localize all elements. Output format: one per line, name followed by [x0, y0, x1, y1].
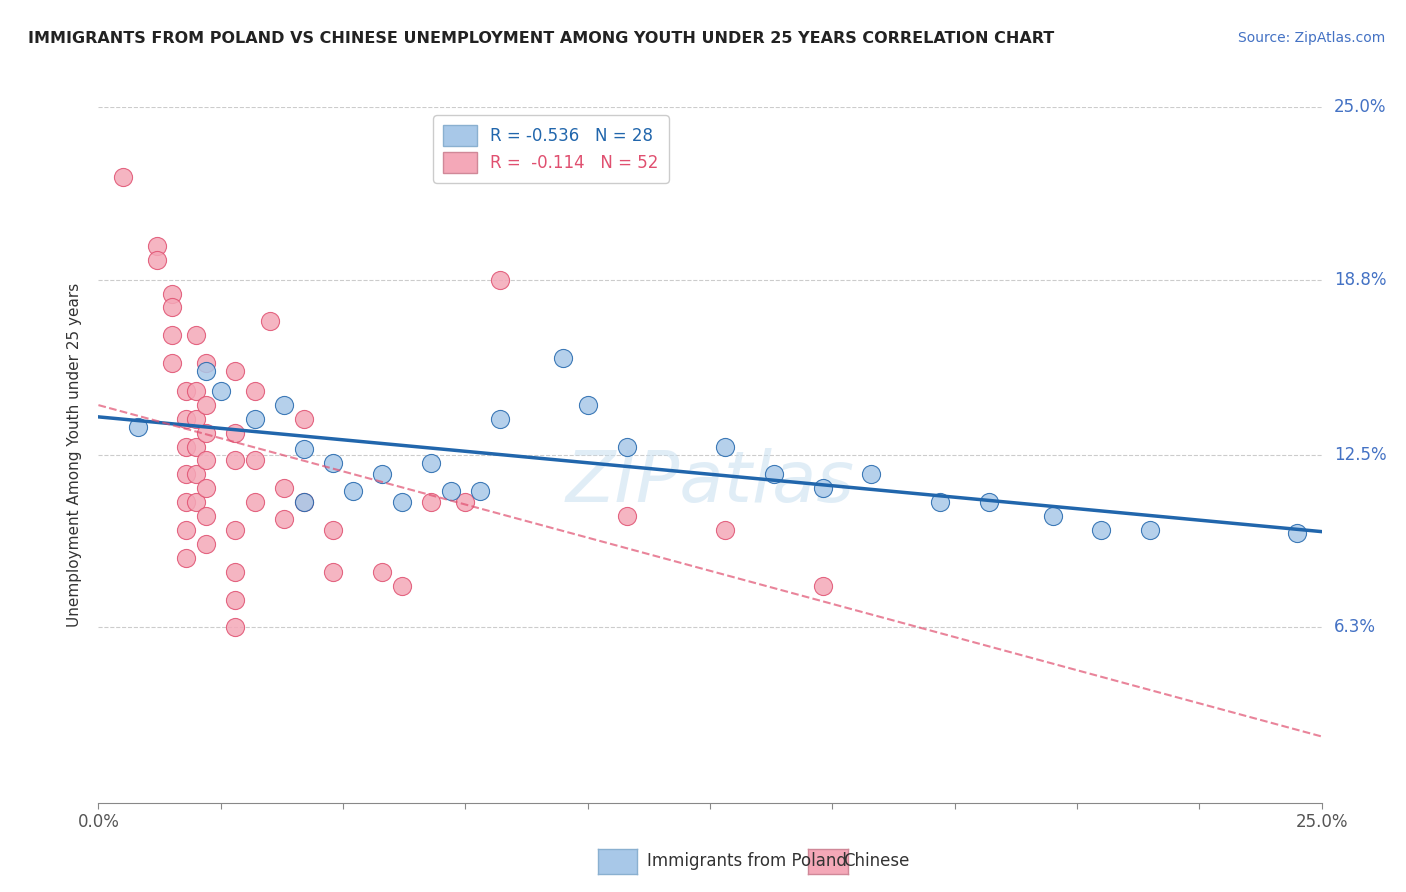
Point: [224, 453, 246, 467]
Point: [176, 411, 198, 425]
Point: [111, 169, 134, 184]
Point: [224, 592, 246, 607]
Point: [322, 456, 344, 470]
Point: [195, 537, 218, 551]
Point: [292, 411, 315, 425]
Point: [292, 495, 315, 509]
Point: [371, 467, 394, 482]
Point: [224, 364, 246, 378]
Point: [160, 301, 183, 315]
Point: [1139, 523, 1161, 537]
Point: [1042, 509, 1064, 524]
Point: [243, 384, 266, 398]
Point: [292, 442, 315, 457]
Point: [224, 425, 246, 440]
Point: [224, 565, 246, 579]
Point: [176, 384, 198, 398]
Point: [195, 481, 218, 495]
Point: [273, 481, 295, 495]
Text: 6.3%: 6.3%: [1334, 618, 1376, 637]
Text: Source: ZipAtlas.com: Source: ZipAtlas.com: [1237, 31, 1385, 45]
Point: [616, 440, 638, 454]
Point: [243, 453, 266, 467]
Point: [488, 272, 510, 286]
Point: [209, 384, 232, 398]
Point: [420, 456, 443, 470]
Point: [811, 481, 834, 495]
Point: [195, 398, 218, 412]
Point: [553, 351, 575, 365]
Point: [342, 484, 364, 499]
Point: [259, 314, 281, 328]
Point: [176, 550, 198, 565]
Point: [176, 440, 198, 454]
Point: [224, 620, 246, 634]
Point: [273, 398, 295, 412]
Text: IMMIGRANTS FROM POLAND VS CHINESE UNEMPLOYMENT AMONG YOUTH UNDER 25 YEARS CORREL: IMMIGRANTS FROM POLAND VS CHINESE UNEMPL…: [28, 31, 1054, 46]
Point: [713, 440, 735, 454]
Text: Immigrants from Poland: Immigrants from Poland: [647, 852, 846, 870]
Point: [146, 239, 169, 253]
Point: [292, 495, 315, 509]
Point: [127, 420, 149, 434]
Point: [243, 411, 266, 425]
Point: [468, 484, 491, 499]
Point: [243, 495, 266, 509]
Point: [224, 523, 246, 537]
Point: [616, 509, 638, 524]
Point: [195, 425, 218, 440]
Point: [420, 495, 443, 509]
Point: [811, 579, 834, 593]
Point: [176, 467, 198, 482]
Point: [391, 495, 413, 509]
Point: [1090, 523, 1112, 537]
Point: [160, 286, 183, 301]
Point: [176, 495, 198, 509]
Text: 18.8%: 18.8%: [1334, 270, 1386, 289]
Point: [1286, 525, 1309, 540]
Point: [176, 523, 198, 537]
Legend: R = -0.536   N = 28, R =  -0.114   N = 52: R = -0.536 N = 28, R = -0.114 N = 52: [433, 115, 668, 183]
Point: [195, 453, 218, 467]
Point: [322, 523, 344, 537]
Text: Chinese: Chinese: [844, 852, 910, 870]
Y-axis label: Unemployment Among Youth under 25 years: Unemployment Among Youth under 25 years: [67, 283, 83, 627]
Point: [195, 356, 218, 370]
Point: [186, 411, 208, 425]
Point: [488, 411, 510, 425]
Point: [454, 495, 477, 509]
Point: [186, 495, 208, 509]
Point: [576, 398, 599, 412]
Point: [322, 565, 344, 579]
Point: [146, 253, 169, 268]
Point: [273, 512, 295, 526]
Point: [929, 495, 952, 509]
Point: [860, 467, 883, 482]
Text: 25.0%: 25.0%: [1334, 98, 1386, 116]
Point: [195, 509, 218, 524]
Point: [160, 328, 183, 343]
Point: [371, 565, 394, 579]
Point: [195, 364, 218, 378]
Point: [391, 579, 413, 593]
Point: [186, 440, 208, 454]
Point: [762, 467, 785, 482]
Point: [160, 356, 183, 370]
Point: [186, 328, 208, 343]
Point: [440, 484, 463, 499]
Point: [713, 523, 735, 537]
Point: [186, 467, 208, 482]
Text: 12.5%: 12.5%: [1334, 446, 1386, 464]
Point: [186, 384, 208, 398]
Point: [977, 495, 1000, 509]
Text: ZIPatlas: ZIPatlas: [565, 449, 855, 517]
